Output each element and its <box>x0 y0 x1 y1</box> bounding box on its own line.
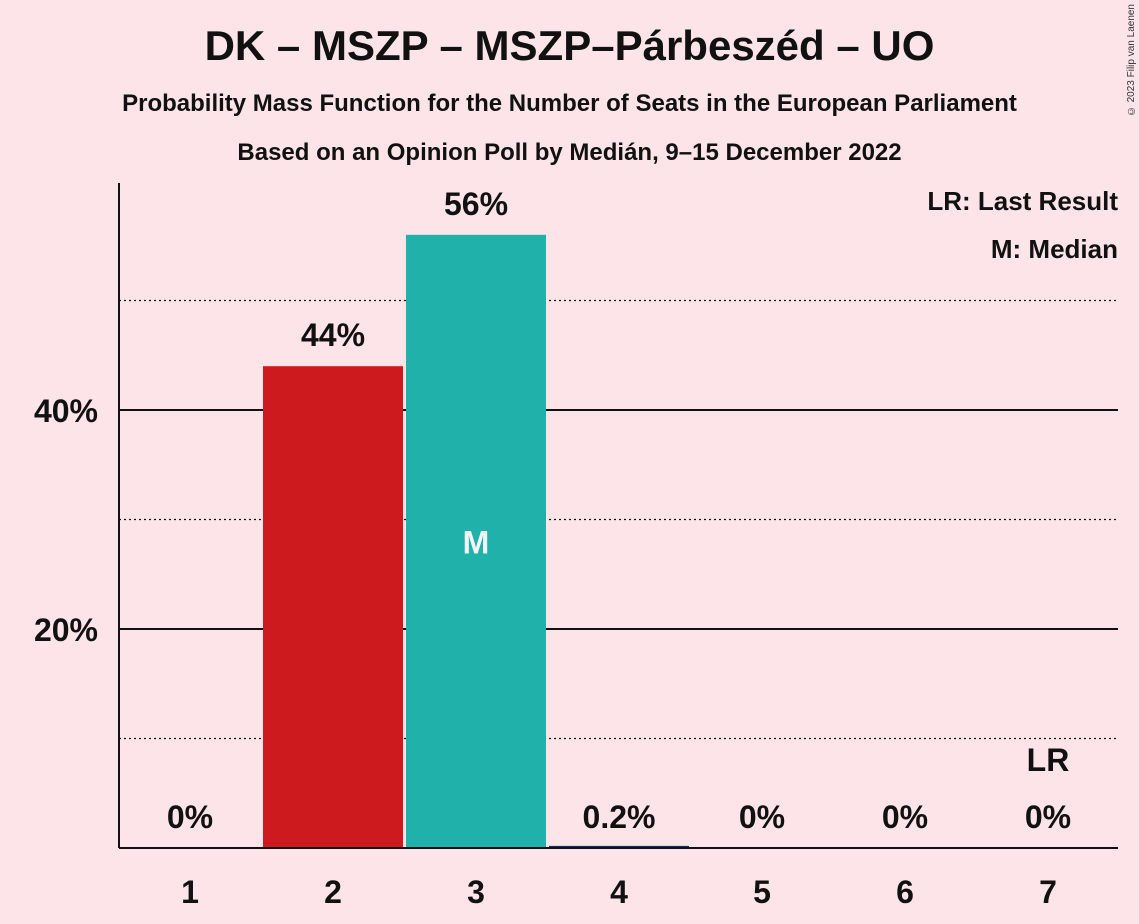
x-tick-label: 6 <box>896 874 914 910</box>
last-result-marker: LR <box>1027 742 1070 778</box>
data-label: 0% <box>1025 799 1071 835</box>
legend-last-result: LR: Last Result <box>927 186 1118 216</box>
x-tick-label: 7 <box>1039 874 1057 910</box>
median-marker: M <box>463 524 490 560</box>
bars <box>263 234 689 849</box>
bar-seats-3 <box>406 234 546 849</box>
x-tick-label: 1 <box>181 874 199 910</box>
x-tick-label: 5 <box>753 874 771 910</box>
chart-subtitle: Probability Mass Function for the Number… <box>122 90 1017 117</box>
y-tick-label: 20% <box>34 612 98 648</box>
chart-subtitle-source: Based on an Opinion Poll by Medián, 9–15… <box>237 139 902 166</box>
data-label: 44% <box>301 317 365 353</box>
data-label: 0.2% <box>583 799 656 835</box>
x-tick-label: 3 <box>467 874 485 910</box>
legend-median: M: Median <box>991 234 1118 264</box>
bar-seats-2 <box>263 366 403 848</box>
x-tick-label: 2 <box>324 874 342 910</box>
data-label: 56% <box>444 186 508 222</box>
data-label: 0% <box>882 799 928 835</box>
data-label: 0% <box>739 799 785 835</box>
x-tick-label: 4 <box>610 874 628 910</box>
y-tick-label: 40% <box>34 393 98 429</box>
chart-title: DK – MSZP – MSZP–Párbeszéd – UO <box>204 22 935 69</box>
data-label: 0% <box>167 799 213 835</box>
